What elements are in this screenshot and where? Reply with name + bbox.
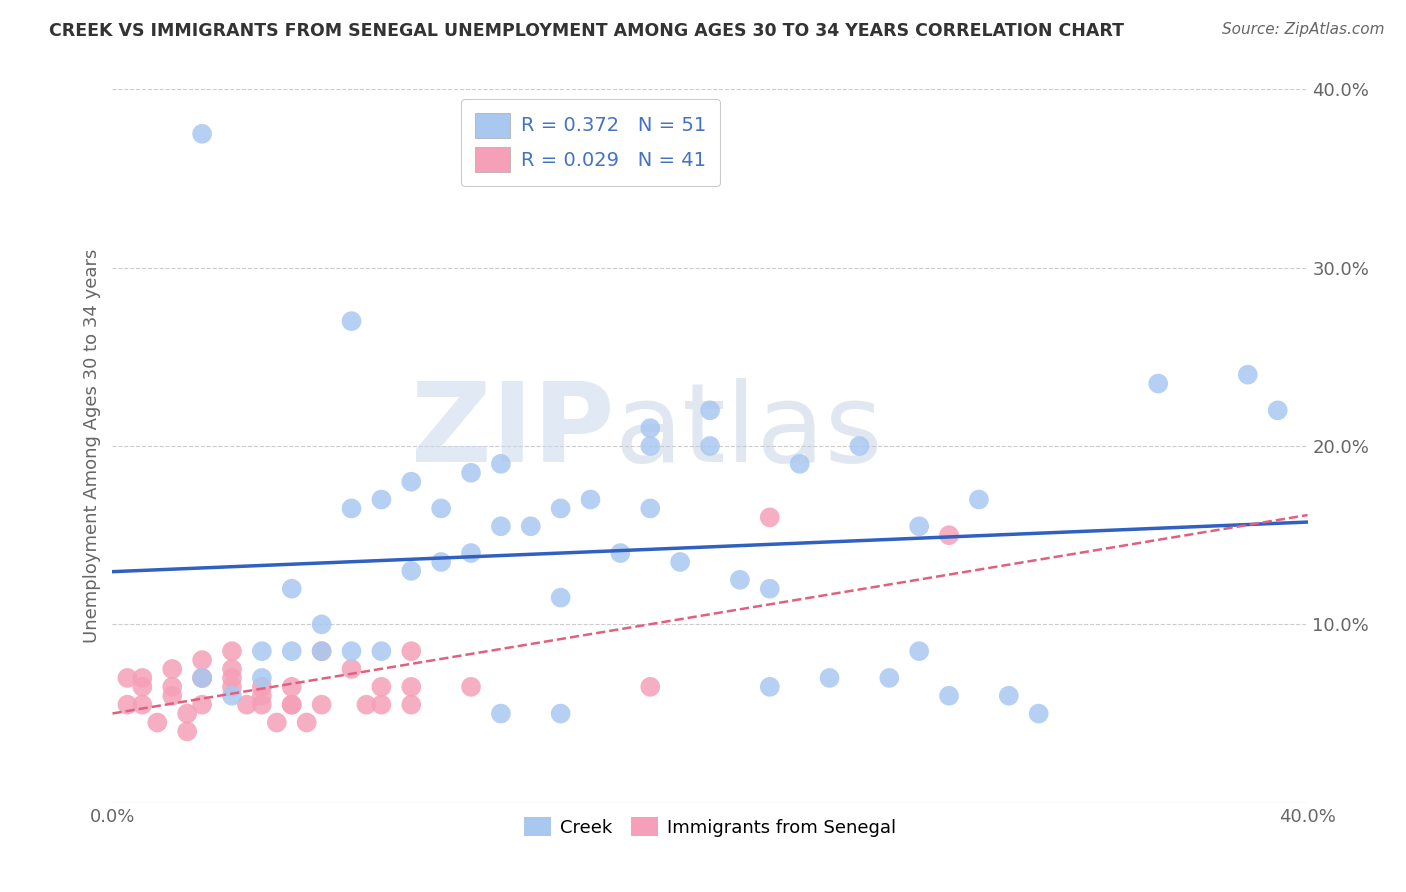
Point: [489, 519, 512, 533]
Point: [370, 492, 392, 507]
Point: [162, 662, 183, 676]
Point: [759, 582, 782, 596]
Point: [640, 439, 662, 453]
Text: Source: ZipAtlas.com: Source: ZipAtlas.com: [1222, 22, 1385, 37]
Point: [609, 546, 631, 560]
Point: [818, 671, 841, 685]
Point: [281, 680, 304, 694]
Point: [266, 715, 288, 730]
Point: [281, 644, 304, 658]
Point: [460, 680, 482, 694]
Point: [311, 644, 333, 658]
Point: [131, 698, 153, 712]
Point: [460, 546, 482, 560]
Point: [176, 706, 198, 721]
Point: [281, 698, 304, 712]
Point: [759, 510, 782, 524]
Point: [640, 421, 662, 435]
Point: [640, 680, 662, 694]
Point: [550, 591, 572, 605]
Point: [221, 671, 243, 685]
Point: [401, 698, 423, 712]
Point: [579, 492, 602, 507]
Point: [401, 564, 423, 578]
Point: [640, 501, 662, 516]
Point: [430, 501, 453, 516]
Point: [1237, 368, 1260, 382]
Point: [699, 403, 721, 417]
Point: [1028, 706, 1050, 721]
Point: [370, 680, 392, 694]
Point: [489, 457, 512, 471]
Point: [250, 698, 273, 712]
Point: [311, 617, 333, 632]
Point: [191, 698, 214, 712]
Point: [191, 671, 214, 685]
Point: [848, 439, 870, 453]
Point: [759, 680, 782, 694]
Point: [221, 662, 243, 676]
Point: [967, 492, 990, 507]
Text: atlas: atlas: [614, 378, 883, 485]
Point: [908, 519, 931, 533]
Point: [146, 715, 169, 730]
Point: [938, 528, 960, 542]
Point: [250, 644, 273, 658]
Point: [250, 671, 273, 685]
Point: [131, 680, 153, 694]
Point: [430, 555, 453, 569]
Point: [176, 724, 198, 739]
Point: [370, 698, 392, 712]
Point: [250, 689, 273, 703]
Point: [281, 698, 304, 712]
Point: [340, 314, 363, 328]
Point: [1147, 376, 1170, 391]
Point: [401, 644, 423, 658]
Point: [117, 671, 139, 685]
Point: [281, 582, 304, 596]
Point: [998, 689, 1021, 703]
Point: [550, 706, 572, 721]
Point: [489, 706, 512, 721]
Point: [311, 644, 333, 658]
Point: [162, 680, 183, 694]
Point: [728, 573, 751, 587]
Point: [401, 475, 423, 489]
Point: [340, 501, 363, 516]
Point: [236, 698, 259, 712]
Point: [221, 644, 243, 658]
Point: [340, 662, 363, 676]
Point: [520, 519, 543, 533]
Text: ZIP: ZIP: [411, 378, 614, 485]
Point: [221, 689, 243, 703]
Point: [401, 680, 423, 694]
Point: [117, 698, 139, 712]
Point: [340, 644, 363, 658]
Point: [191, 653, 214, 667]
Point: [191, 671, 214, 685]
Text: CREEK VS IMMIGRANTS FROM SENEGAL UNEMPLOYMENT AMONG AGES 30 TO 34 YEARS CORRELAT: CREEK VS IMMIGRANTS FROM SENEGAL UNEMPLO…: [49, 22, 1125, 40]
Point: [356, 698, 378, 712]
Point: [789, 457, 811, 471]
Point: [295, 715, 318, 730]
Point: [250, 680, 273, 694]
Point: [908, 644, 931, 658]
Point: [938, 689, 960, 703]
Point: [460, 466, 482, 480]
Point: [669, 555, 692, 569]
Legend: Creek, Immigrants from Senegal: Creek, Immigrants from Senegal: [517, 810, 903, 844]
Point: [311, 698, 333, 712]
Point: [131, 671, 153, 685]
Point: [370, 644, 392, 658]
Y-axis label: Unemployment Among Ages 30 to 34 years: Unemployment Among Ages 30 to 34 years: [83, 249, 101, 643]
Point: [191, 671, 214, 685]
Point: [550, 501, 572, 516]
Point: [162, 689, 183, 703]
Point: [879, 671, 901, 685]
Point: [191, 127, 214, 141]
Point: [699, 439, 721, 453]
Point: [221, 680, 243, 694]
Point: [1267, 403, 1289, 417]
